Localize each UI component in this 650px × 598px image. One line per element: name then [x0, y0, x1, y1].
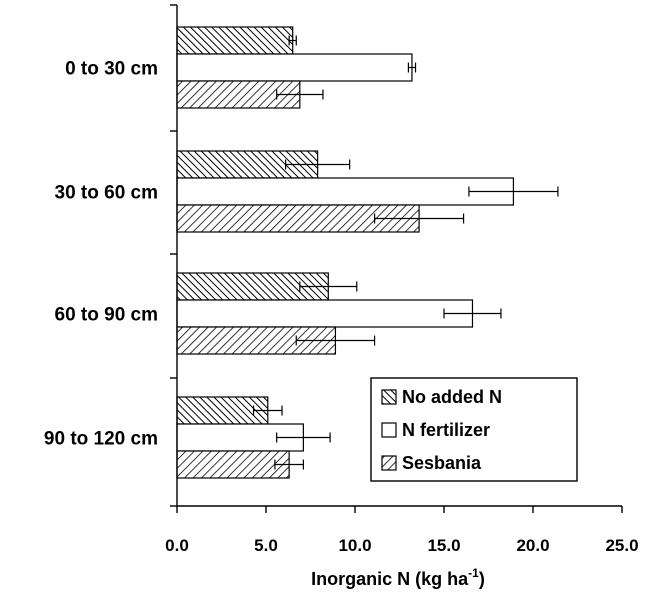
x-axis-title-close: ) — [479, 569, 485, 589]
x-axis-title-sup: -1 — [468, 566, 479, 580]
legend-swatch-sesbania — [381, 455, 397, 471]
x-tick-label-2: 10.0 — [338, 536, 371, 555]
category-label-30-to-60-cm: 30 to 60 cm — [55, 183, 159, 204]
bar-n-fertilizer-30-to-60-cm — [176, 177, 515, 206]
bar-n-fertilizer-0-to-30-cm — [176, 53, 413, 82]
category-label-60-to-90-cm: 60 to 90 cm — [55, 305, 159, 326]
legend: No added N N fertilizer Sesbania — [370, 377, 578, 482]
bar-no-added-n-0-to-30-cm — [176, 26, 294, 55]
legend-swatch-n-fertilizer — [381, 422, 397, 438]
x-tick-label-4: 20.0 — [516, 536, 549, 555]
x-axis-title-main: Inorganic N (kg ha — [311, 569, 469, 589]
x-tick-label-0: 0.0 — [165, 536, 189, 555]
x-axis-title: Inorganic N (kg ha-1) — [311, 566, 485, 589]
x-tick-label-1: 5.0 — [254, 536, 278, 555]
category-label-90-to-120-cm: 90 to 120 cm — [44, 429, 158, 450]
legend-label-no-added-n: No added N — [402, 387, 502, 407]
legend-swatch-no-added-n — [381, 389, 397, 405]
plot-area: 0.0 5.0 10.0 15.0 20.0 25.0 0 to 30 cm 30 to 60… — [44, 4, 639, 555]
x-tick-label-5: 25.0 — [605, 536, 638, 555]
bar-sesbania-90-to-120-cm — [176, 450, 290, 479]
legend-label-n-fertilizer: N fertilizer — [402, 420, 490, 440]
category-label-0-to-30-cm: 0 to 30 cm — [65, 59, 158, 80]
x-tick-label-3: 15.0 — [427, 536, 460, 555]
bar-n-fertilizer-60-to-90-cm — [176, 299, 474, 328]
legend-box — [370, 377, 578, 482]
legend-label-sesbania: Sesbania — [402, 453, 482, 473]
